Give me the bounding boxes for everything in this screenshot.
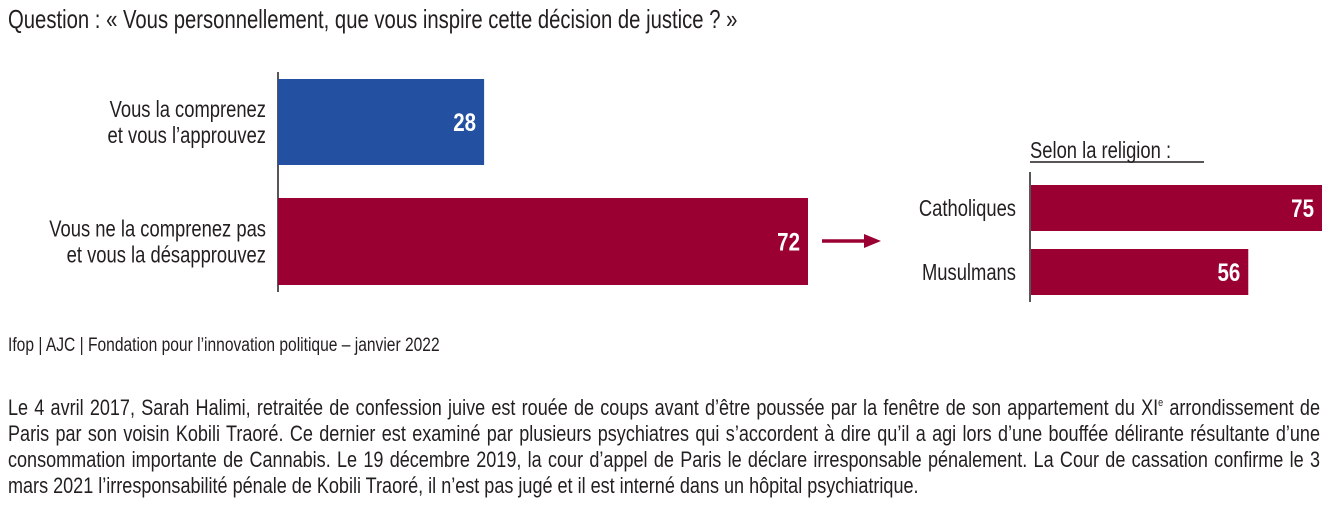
breakdown-title: Selon la religion :: [1030, 138, 1171, 163]
category-label: et vous l’approuvez: [108, 123, 266, 148]
bar-value-label: 72: [777, 228, 800, 256]
paragraph-part-1: Le 4 avril 2017, Sarah Halimi, retraitée…: [8, 395, 1159, 420]
category-label: Vous ne la comprenez pas: [49, 217, 266, 242]
ordinal-superscript: e: [1158, 397, 1164, 409]
category-label: Musulmans: [922, 260, 1016, 285]
bar-approve: [278, 79, 485, 165]
paragraph-part-2: arrondissement de Paris par son voisin K…: [8, 395, 1320, 498]
arrow-right-icon: [864, 234, 881, 248]
chart-title: Question : « Vous personnellement, que v…: [8, 4, 738, 34]
bar-value-label: 28: [453, 108, 476, 136]
bar-value-label: 75: [1291, 194, 1314, 222]
bar-catholiques: [1031, 185, 1322, 231]
bar-value-label: 56: [1217, 258, 1240, 286]
source-note: Ifop | AJC | Fondation pour l’innovation…: [8, 335, 440, 356]
category-label: et vous la désapprouvez: [67, 243, 266, 268]
context-paragraph: Le 4 avril 2017, Sarah Halimi, retraitée…: [8, 390, 1320, 499]
category-label: Vous la comprenez: [110, 97, 266, 122]
category-label: Catholiques: [919, 196, 1016, 221]
bar-disapprove: [278, 198, 808, 285]
bar-musulmans: [1031, 249, 1249, 295]
